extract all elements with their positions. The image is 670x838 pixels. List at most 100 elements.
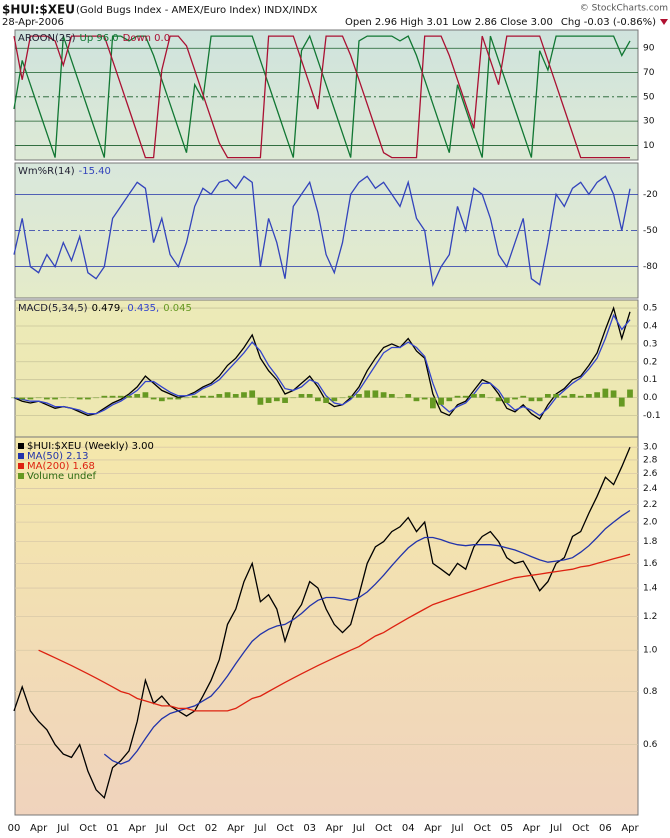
histogram-bar xyxy=(471,394,477,398)
y-tick-label: 0.6 xyxy=(643,740,658,750)
histogram-bar xyxy=(76,397,83,400)
series-line xyxy=(103,509,631,765)
panel-title: Wm%R(14) xyxy=(18,166,75,177)
histogram-bar xyxy=(479,394,486,398)
series-line xyxy=(13,175,631,287)
series-line xyxy=(13,306,631,421)
x-tick-label: Apr xyxy=(227,823,245,834)
panel-title: AROON(25) xyxy=(18,33,76,44)
panel-title: MACD(5,34,5) xyxy=(18,303,88,314)
y-tick-label: 0.5 xyxy=(643,304,657,314)
histogram-bar xyxy=(191,395,198,398)
legend-entry: 0.479, xyxy=(92,303,124,314)
histogram-bar xyxy=(232,394,239,398)
histogram-bar xyxy=(11,397,17,399)
legend-swatch xyxy=(18,463,24,469)
x-tick-label: 04 xyxy=(402,823,415,834)
histogram-bar xyxy=(454,395,461,398)
histogram-bar xyxy=(372,390,379,398)
y-tick-label: 0.1 xyxy=(643,375,657,385)
copyright: © StockCharts.com xyxy=(580,4,668,14)
histogram-bar xyxy=(405,394,412,398)
histogram-bar xyxy=(241,392,247,398)
histogram-bar xyxy=(265,397,272,403)
histogram-bar xyxy=(85,397,91,400)
histogram-bar xyxy=(594,392,601,398)
symbol: $HUI:$XEU xyxy=(2,3,75,17)
legend-entry: MA(50) 2.13 xyxy=(27,451,88,462)
legend-entry: -15.40 xyxy=(79,166,111,177)
histogram-bar xyxy=(150,397,157,400)
histogram-bar xyxy=(19,397,26,400)
x-tick-label: Apr xyxy=(326,823,344,834)
histogram-bar xyxy=(528,397,535,402)
histogram-bar xyxy=(208,395,214,398)
histogram-bar xyxy=(323,397,329,403)
histogram-bar xyxy=(561,395,568,398)
histogram-bar xyxy=(282,397,288,403)
y-tick-label: -20 xyxy=(643,190,658,200)
x-tick-label: Apr xyxy=(424,823,442,834)
symbol-name: (Gold Bugs Index - AMEX/Euro Index) INDX… xyxy=(76,5,317,16)
histogram-bar xyxy=(421,397,428,400)
histogram-bar xyxy=(167,397,173,400)
histogram-bar xyxy=(101,395,108,398)
x-tick-label: Oct xyxy=(178,823,195,834)
histogram-bar xyxy=(134,394,141,398)
histogram-bar xyxy=(27,397,34,400)
y-tick-label: 2.6 xyxy=(643,469,658,479)
x-tick-label: 02 xyxy=(205,823,218,834)
x-tick-label: Oct xyxy=(79,823,96,834)
y-tick-label: 2.4 xyxy=(643,484,658,494)
y-tick-label: -50 xyxy=(643,226,658,236)
x-tick-label: Oct xyxy=(572,823,589,834)
x-tick-label: Apr xyxy=(129,823,147,834)
histogram-bar xyxy=(35,397,42,399)
legend-entry: Up 96.0 xyxy=(80,33,119,44)
legend-swatch xyxy=(18,453,24,459)
y-tick-label: 2.0 xyxy=(643,518,658,528)
histogram-bar xyxy=(577,395,584,398)
legend-swatch xyxy=(18,473,24,479)
x-tick-label: Oct xyxy=(474,823,491,834)
histogram-bar xyxy=(331,397,338,402)
histogram-bar xyxy=(544,394,551,398)
histogram-bar xyxy=(602,388,609,398)
x-tick-label: Apr xyxy=(523,823,541,834)
x-tick-label: 05 xyxy=(500,823,513,834)
series-line xyxy=(13,313,631,417)
down-arrow xyxy=(660,19,668,25)
y-tick-label: 1.2 xyxy=(643,612,657,622)
y-tick-label: 0.4 xyxy=(643,321,658,331)
y-tick-label: 90 xyxy=(643,44,655,54)
histogram-bar xyxy=(618,397,625,407)
y-tick-label: 0.2 xyxy=(643,357,657,367)
histogram-bar xyxy=(627,389,633,398)
y-tick-label: 0.3 xyxy=(643,339,657,349)
histogram-bar xyxy=(569,394,576,398)
histogram-bar xyxy=(117,395,124,398)
histogram-bar xyxy=(430,397,436,409)
legend-entry: 0.045 xyxy=(163,303,192,314)
histogram-bar xyxy=(380,392,387,398)
date: 28-Apr-2006 xyxy=(2,17,64,28)
x-tick-label: Jul xyxy=(352,823,365,834)
x-tick-label: 01 xyxy=(106,823,119,834)
histogram-bar xyxy=(290,397,297,399)
histogram-bar xyxy=(200,395,206,398)
annotation: Volume undef xyxy=(27,471,97,482)
histogram-bar xyxy=(388,394,395,398)
legend-entry: MA(200) 1.68 xyxy=(27,461,95,472)
x-tick-label: Jul xyxy=(549,823,562,834)
legend-swatch xyxy=(18,443,24,449)
histogram-bar xyxy=(553,394,559,398)
histogram-bar xyxy=(60,397,67,399)
histogram-bar xyxy=(68,397,75,399)
y-tick-label: 3.0 xyxy=(643,443,658,453)
panel-macd xyxy=(14,299,639,438)
histogram-bar xyxy=(586,394,592,398)
x-tick-label: 06 xyxy=(599,823,612,834)
panel-aroon xyxy=(14,29,639,161)
y-tick-label: -80 xyxy=(643,262,658,272)
